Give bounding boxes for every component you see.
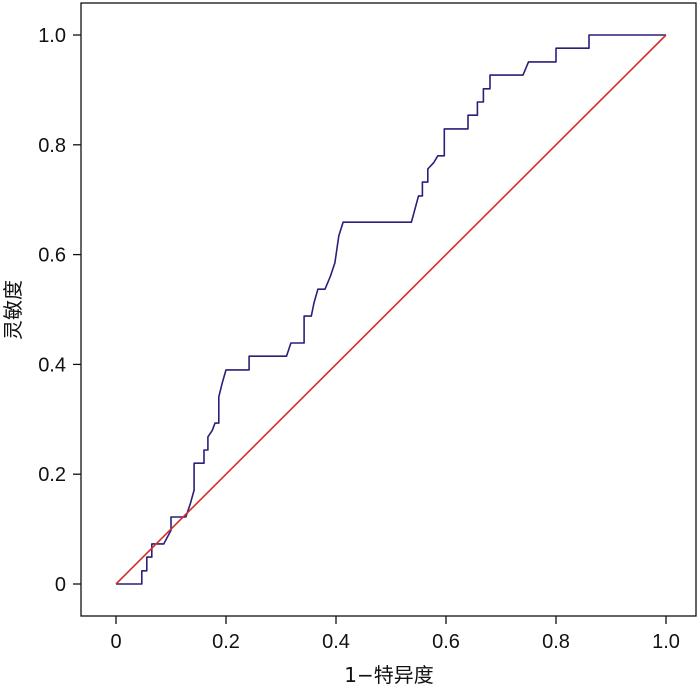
y-tick-label: 0.4 bbox=[38, 354, 66, 376]
x-tick-label: 0.8 bbox=[542, 631, 570, 653]
x-tick-label: 0.4 bbox=[322, 631, 350, 653]
x-tick-label: 0.2 bbox=[212, 631, 240, 653]
y-tick-label: 1.0 bbox=[38, 25, 66, 47]
x-axis-ticks: 0 0.2 0.4 0.6 0.8 1.0 bbox=[110, 616, 680, 653]
y-axis-ticks: 0 0.2 0.4 0.6 0.8 1.0 bbox=[38, 25, 81, 596]
y-tick-label: 0.6 bbox=[38, 245, 66, 267]
y-axis-label: 灵敏度 bbox=[1, 280, 25, 340]
x-axis-label: 1−特异度 bbox=[344, 663, 433, 687]
x-tick-label: 1.0 bbox=[652, 631, 680, 653]
y-tick-label: 0.2 bbox=[38, 464, 66, 486]
series-layer bbox=[115, 34, 667, 585]
reference-diagonal-line bbox=[115, 34, 667, 585]
y-tick-label: 0.8 bbox=[38, 135, 66, 157]
x-tick-label: 0 bbox=[110, 631, 121, 653]
plot-frame bbox=[80, 2, 697, 617]
y-tick-label: 0 bbox=[55, 574, 66, 596]
x-tick-label: 0.6 bbox=[432, 631, 460, 653]
